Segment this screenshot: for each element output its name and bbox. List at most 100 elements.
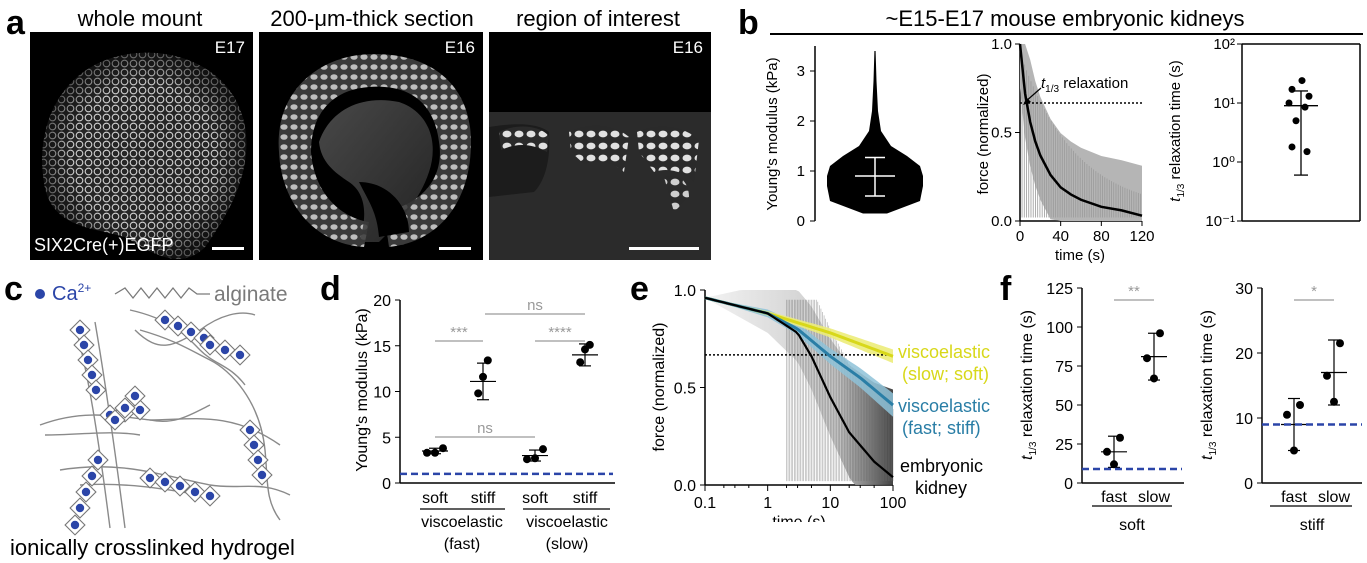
category-label: soft	[522, 490, 548, 507]
ytick-label: 0.0	[674, 478, 696, 495]
calcium-ion	[253, 455, 263, 465]
category-label: soft	[422, 490, 448, 507]
stage-label-e16-section: E16	[444, 38, 475, 57]
d-group-label-2: viscoelastic	[526, 514, 608, 531]
panel-b-title: ~E15-E17 mouse embryonic kidneys	[885, 6, 1245, 31]
calcium-ion	[205, 340, 215, 350]
calcium-ion	[83, 355, 93, 365]
xtick-label: 10	[821, 495, 839, 512]
data-point	[1296, 401, 1304, 409]
category-label: fast	[1101, 489, 1127, 506]
data-point	[1116, 433, 1124, 442]
calcium-ion	[130, 391, 140, 401]
calcium-ion	[93, 455, 103, 465]
relax-sd-band	[1020, 44, 1142, 221]
xtick-label: 100	[880, 495, 907, 512]
xtick-label: 80	[1093, 228, 1110, 245]
panel-label-b: b	[738, 4, 759, 42]
calcium-ion	[249, 440, 259, 450]
stage-label-e17: E17	[214, 38, 245, 57]
data-point	[474, 389, 483, 398]
ytick-label: 1	[797, 163, 805, 180]
ytick-label: 100	[1046, 320, 1073, 337]
ytick-label: 3	[797, 63, 805, 80]
data-point	[1305, 92, 1313, 100]
b-relax-ylabel: force (normalized)	[975, 74, 992, 195]
ytick-label: 0.0	[991, 213, 1012, 230]
significance-label: ns	[477, 420, 493, 437]
ytick-label: 10¹	[1213, 95, 1235, 112]
d-group-label-1: viscoelastic	[421, 514, 503, 531]
calcium-ion-icon	[35, 289, 45, 299]
ytick-label: 20	[373, 293, 391, 310]
f-soft-ylabel: t1/3 relaxation time (s)	[1019, 310, 1039, 460]
series-line	[704, 296, 894, 479]
micrograph-section: E16	[259, 32, 483, 260]
calcium-ion	[160, 477, 170, 487]
category-label: slow	[1318, 489, 1350, 506]
calcium-ion	[75, 503, 85, 513]
ytick-label: 15	[373, 339, 391, 356]
ytick-label: 50	[1055, 398, 1073, 415]
hydrogel-schematic: Ca2+ alginate ionically crosslinked hydr…	[10, 281, 295, 560]
e-series-label-2b: (fast; stiff)	[902, 418, 981, 438]
calcium-ion	[245, 425, 255, 435]
data-point	[1298, 77, 1306, 85]
data-point	[1143, 354, 1151, 363]
image-caption-six2cre: SIX2Cre(+)EGFP	[34, 235, 174, 255]
e-series-label-2: viscoelastic	[898, 396, 990, 416]
data-point	[523, 455, 531, 464]
ytick-label: 75	[1055, 359, 1073, 376]
xtick-label: 120	[1129, 228, 1154, 245]
stage-label-e16-roi: E16	[672, 38, 703, 57]
calcium-ion	[87, 471, 97, 481]
ytick-label: 0	[1244, 476, 1253, 493]
significance-label: **	[1128, 283, 1140, 300]
ytick-label: 0	[797, 213, 805, 230]
calcium-ion	[91, 385, 101, 395]
ytick-label: 0	[382, 476, 391, 493]
f-stiff-ylabel: t1/3 relaxation time (s)	[1199, 310, 1219, 460]
ytick-label: 5	[382, 430, 391, 447]
scale-bar	[439, 247, 471, 250]
b-t13-ylabel: t1/3 relaxation time (s)	[1167, 60, 1187, 201]
data-point	[539, 445, 547, 454]
ytick-label: 25	[1055, 437, 1073, 454]
data-point	[1336, 339, 1344, 348]
data-point	[1283, 410, 1291, 419]
data-point	[1285, 99, 1293, 107]
micrograph-roi: E16	[489, 32, 711, 260]
calcium-ion	[145, 473, 155, 483]
relax-mean-line	[1018, 43, 1143, 217]
xtick-label: 1	[763, 495, 772, 512]
xtick-label: 40	[1052, 228, 1069, 245]
ytick-label: 10⁻¹	[1205, 213, 1235, 230]
data-point	[1288, 143, 1296, 151]
calcium-ion	[75, 325, 85, 335]
f-stiff-chart: 0 10 20 30 fast slow * t1/3 relaxation time (s…	[1199, 281, 1362, 534]
ytick-label: 10²	[1213, 36, 1235, 53]
category-label: stiff	[573, 490, 598, 507]
ytick-label: 10	[1235, 411, 1253, 428]
f-group-label-soft: soft	[1119, 517, 1145, 534]
data-point	[1288, 85, 1296, 93]
b-relax-annotation: t1/3 relaxation	[1041, 75, 1128, 95]
ytick-label: 0.5	[991, 125, 1012, 142]
xtick-label: 0.1	[694, 495, 716, 512]
data-point	[585, 340, 594, 349]
data-point	[1301, 103, 1309, 111]
data-point	[483, 356, 492, 365]
image-title-section: 200-μm-thick section	[270, 6, 474, 31]
scale-bar	[212, 247, 244, 250]
violin	[827, 51, 923, 214]
e-series-label-1b: (slow; soft)	[902, 364, 989, 384]
ytick-label: 10⁰	[1212, 154, 1235, 171]
e-series-label-3b: kidney	[915, 478, 967, 498]
panel-b-charts: 0 1 2 3 Young's modulus (kPa) 0.0 0.5 1.0 0 40 8…	[764, 36, 1361, 264]
image-title-whole-mount: whole mount	[77, 6, 203, 31]
data-point	[423, 448, 431, 457]
ytick-label: 0.5	[674, 381, 696, 398]
data-point	[1303, 148, 1311, 156]
image-title-roi: region of interest	[516, 6, 680, 31]
